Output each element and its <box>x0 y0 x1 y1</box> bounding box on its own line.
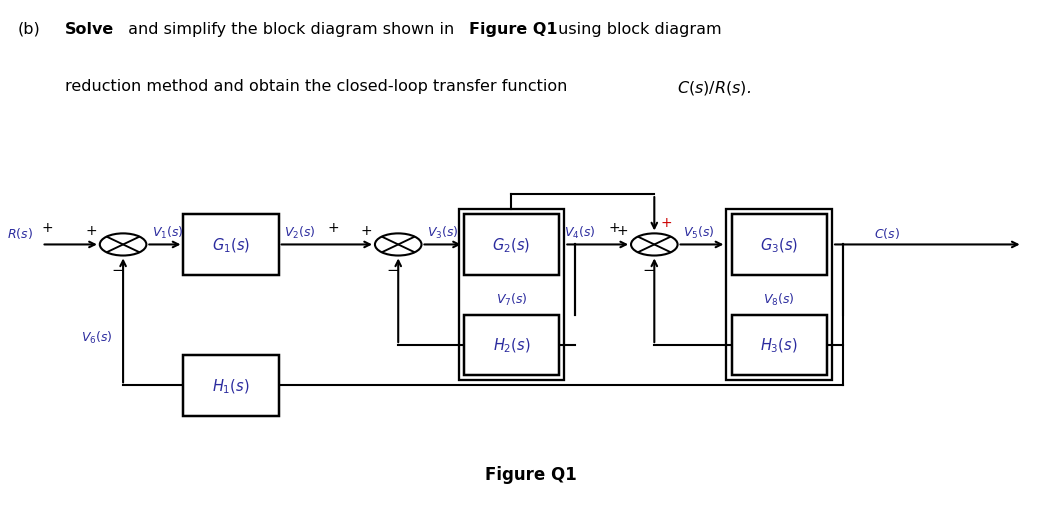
Text: (b): (b) <box>17 22 40 36</box>
Text: $V_5(s)$: $V_5(s)$ <box>683 225 714 241</box>
Bar <box>184 356 279 416</box>
Text: +: + <box>608 221 620 235</box>
Text: $C(s)/R(s)$.: $C(s)/R(s)$. <box>677 79 750 97</box>
Text: $G_1(s)$: $G_1(s)$ <box>212 236 250 254</box>
Text: +: + <box>41 221 53 235</box>
Text: $-$: $-$ <box>111 260 124 275</box>
Text: $V_8(s)$: $V_8(s)$ <box>763 292 795 308</box>
Text: $H_2(s)$: $H_2(s)$ <box>492 336 530 355</box>
Text: $V_3(s)$: $V_3(s)$ <box>427 225 458 241</box>
Text: +: + <box>616 223 628 237</box>
Text: +: + <box>361 223 372 237</box>
Text: $G_2(s)$: $G_2(s)$ <box>492 236 530 254</box>
Text: using block diagram: using block diagram <box>553 22 721 36</box>
Text: +: + <box>328 221 340 235</box>
Bar <box>464 215 559 275</box>
Text: +: + <box>661 216 673 230</box>
Text: Figure Q1: Figure Q1 <box>485 466 576 483</box>
Text: +: + <box>86 223 98 237</box>
Text: Solve: Solve <box>65 22 115 36</box>
Text: $G_3(s)$: $G_3(s)$ <box>760 236 798 254</box>
Bar <box>727 210 832 381</box>
Text: $V_1(s)$: $V_1(s)$ <box>152 225 184 241</box>
Text: reduction method and obtain the closed-loop transfer function: reduction method and obtain the closed-l… <box>65 79 572 94</box>
Text: $H_1(s)$: $H_1(s)$ <box>212 376 249 395</box>
Text: $H_3(s)$: $H_3(s)$ <box>761 336 798 355</box>
Bar <box>732 315 827 376</box>
Text: $R(s)$: $R(s)$ <box>6 226 33 241</box>
Text: and simplify the block diagram shown in: and simplify the block diagram shown in <box>123 22 459 36</box>
Text: $V_7(s)$: $V_7(s)$ <box>495 292 527 308</box>
Text: $-$: $-$ <box>386 260 400 275</box>
Bar <box>184 215 279 275</box>
Bar <box>732 215 827 275</box>
Bar <box>464 315 559 376</box>
Text: $V_4(s)$: $V_4(s)$ <box>564 225 596 241</box>
Text: $V_2(s)$: $V_2(s)$ <box>284 225 315 241</box>
Text: $V_6(s)$: $V_6(s)$ <box>81 329 112 345</box>
Text: Figure Q1: Figure Q1 <box>469 22 558 36</box>
Bar <box>458 210 564 381</box>
Text: $C(s)$: $C(s)$ <box>874 226 901 241</box>
Text: $-$: $-$ <box>643 260 656 275</box>
